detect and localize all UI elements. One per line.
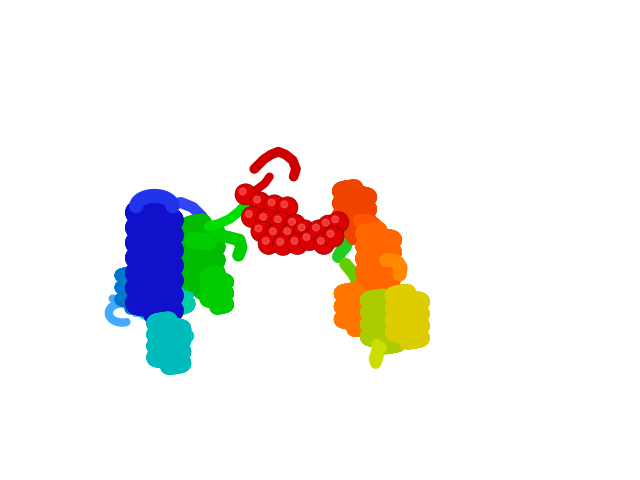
Circle shape (265, 224, 287, 245)
Circle shape (328, 212, 349, 233)
Circle shape (280, 224, 301, 245)
Circle shape (317, 238, 324, 244)
Circle shape (256, 209, 277, 230)
Circle shape (314, 233, 335, 254)
Circle shape (270, 212, 291, 233)
Circle shape (284, 228, 291, 235)
Circle shape (276, 197, 298, 218)
Circle shape (251, 221, 272, 242)
Circle shape (323, 226, 344, 247)
Circle shape (323, 219, 329, 226)
Circle shape (246, 211, 252, 217)
Circle shape (235, 184, 256, 205)
Circle shape (294, 220, 315, 241)
Circle shape (269, 228, 276, 235)
Circle shape (287, 233, 308, 254)
Circle shape (327, 230, 334, 237)
Circle shape (332, 216, 339, 223)
Circle shape (264, 195, 285, 216)
Circle shape (318, 215, 339, 236)
Circle shape (298, 224, 305, 231)
Circle shape (258, 233, 279, 254)
Circle shape (260, 214, 267, 220)
Circle shape (291, 238, 298, 244)
Circle shape (273, 234, 294, 255)
Circle shape (250, 192, 271, 213)
Circle shape (308, 220, 330, 241)
Circle shape (299, 229, 320, 251)
Circle shape (281, 201, 288, 208)
Circle shape (241, 206, 262, 228)
Circle shape (275, 216, 281, 223)
Circle shape (268, 199, 275, 206)
Circle shape (253, 196, 260, 203)
Circle shape (239, 188, 246, 195)
Circle shape (276, 239, 284, 245)
Circle shape (313, 224, 319, 231)
Circle shape (303, 234, 310, 240)
Circle shape (289, 218, 296, 225)
Circle shape (255, 225, 262, 232)
Circle shape (284, 214, 306, 235)
Circle shape (262, 238, 269, 244)
